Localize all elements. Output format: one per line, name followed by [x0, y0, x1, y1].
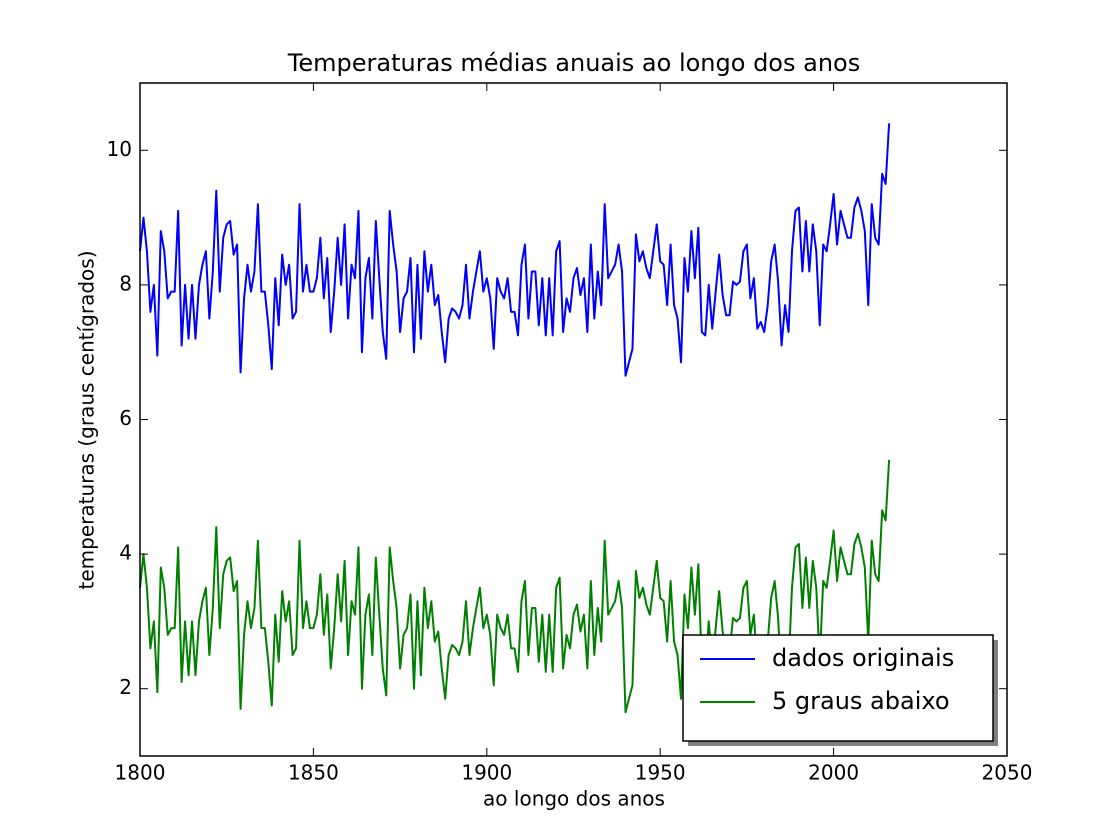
legend-label: dados originais: [772, 644, 954, 672]
y-tick-label: 6: [119, 406, 132, 430]
y-tick-label: 10: [107, 137, 132, 161]
x-tick-label: 1900: [461, 761, 512, 785]
legend-label: 5 graus abaixo: [772, 687, 950, 715]
x-tick-label: 1850: [288, 761, 339, 785]
x-axis-label: ao longo dos anos: [483, 787, 665, 811]
y-tick-label: 8: [119, 271, 132, 295]
x-tick-label: 2050: [982, 761, 1033, 785]
y-tick-label: 2: [119, 675, 132, 699]
legend: [682, 634, 994, 742]
chart-title: Temperaturas médias anuais ao longo dos …: [287, 49, 860, 77]
y-axis-label: temperaturas (graus centígrados): [75, 250, 99, 589]
x-tick-label: 1800: [115, 761, 166, 785]
line-series: [139, 123, 891, 377]
x-tick-label: 2000: [808, 761, 859, 785]
x-tick-label: 1950: [635, 761, 686, 785]
y-tick-label: 4: [119, 541, 132, 565]
